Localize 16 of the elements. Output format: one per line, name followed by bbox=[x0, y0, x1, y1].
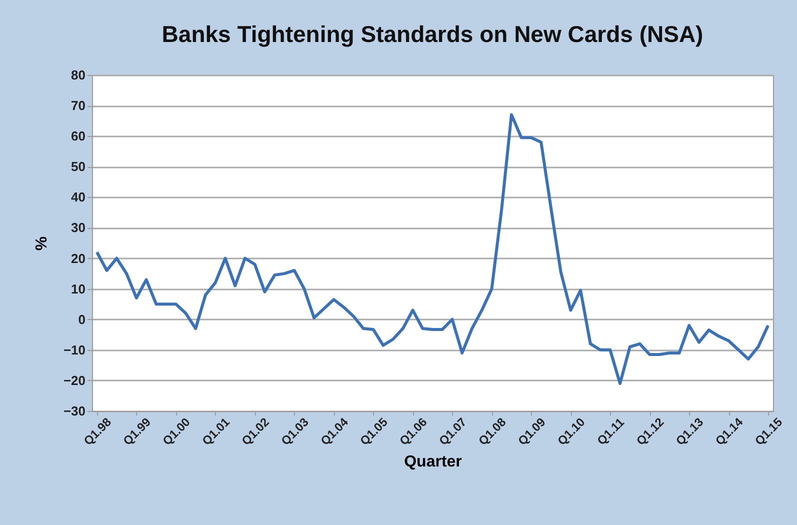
y-tick-label: −20 bbox=[63, 372, 86, 388]
y-tick-label: 40 bbox=[71, 190, 86, 205]
y-tick-label: 60 bbox=[71, 128, 86, 144]
y-tick-label: 70 bbox=[71, 98, 86, 114]
y-tick-label: −30 bbox=[63, 404, 86, 418]
y-tick-label: 0 bbox=[78, 312, 86, 327]
x-axis-title: Quarter bbox=[404, 453, 462, 470]
y-tick-label: 80 bbox=[71, 68, 86, 82]
y-tick-label: 30 bbox=[71, 220, 86, 236]
line-series bbox=[95, 113, 770, 386]
y-tick-label: 50 bbox=[71, 159, 86, 174]
y-tick-label: 10 bbox=[71, 281, 86, 296]
y-tick-label: 20 bbox=[71, 250, 86, 266]
chart-title: Banks Tightening Standards on New Cards (NSA) bbox=[162, 21, 704, 47]
y-tick-label: −10 bbox=[63, 342, 86, 358]
y-axis-title: % bbox=[33, 236, 50, 251]
